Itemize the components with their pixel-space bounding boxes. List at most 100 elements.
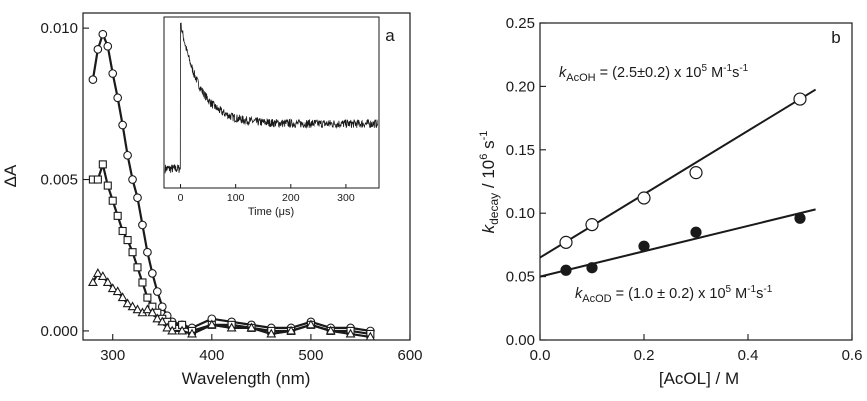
data-point-square <box>113 211 122 220</box>
panel-a-plot-frame <box>82 12 411 341</box>
inset-frame <box>163 16 380 189</box>
data-point-triangle <box>122 298 133 308</box>
panel-b-x-tick-label: 0.6 <box>842 347 863 364</box>
panel-b-label: b <box>831 28 840 47</box>
data-point-triangle <box>117 292 128 302</box>
panel-b-x-axis-title: [AcOL] / M <box>659 369 739 388</box>
panel-a-inset: 0 100 200 300 Time (μs) <box>163 16 380 218</box>
data-point-open-circle <box>585 218 599 232</box>
data-point-triangle <box>187 328 197 338</box>
data-point-triangle <box>286 325 297 335</box>
panel-a-label: a <box>385 26 395 45</box>
data-point-triangle <box>97 271 108 280</box>
data-point-triangle <box>226 322 237 332</box>
data-point-triangle <box>365 331 376 341</box>
panel-b-y-tick-label: 0.20 <box>506 78 535 95</box>
data-point-triangle <box>112 286 123 296</box>
fit-line-acoh <box>539 88 817 259</box>
panel-a-y-tick-label: 0.010 <box>40 20 78 37</box>
panel-a-series <box>87 29 376 341</box>
panel-b-y-ticks: 0.00 0.05 0.10 0.15 0.20 0.25 <box>506 15 546 349</box>
data-point-circle <box>128 175 137 184</box>
data-point-filled-circle <box>586 262 598 274</box>
data-point-filled-circle <box>690 226 702 238</box>
panel-a-y-ticks: 0.000 0.005 0.010 <box>40 20 89 340</box>
data-point-triangle <box>157 316 168 326</box>
data-point-circle <box>148 269 157 278</box>
panel-b-x-tick-label: 0.4 <box>738 347 759 364</box>
panel-b-y-tick-label: 0.05 <box>506 269 535 286</box>
data-point-square <box>103 181 112 190</box>
data-point-open-circle <box>793 92 807 106</box>
data-point-square <box>128 248 137 257</box>
panel-b-y-tick-label: 0.00 <box>506 332 535 349</box>
data-point-triangle <box>152 313 163 323</box>
data-point-circle <box>103 41 113 51</box>
data-point-open-circle <box>559 235 573 249</box>
data-point-triangle <box>127 301 138 311</box>
data-point-triangle <box>266 328 277 338</box>
data-point-triangle <box>132 304 143 314</box>
data-point-triangle <box>162 322 173 332</box>
data-point-triangle <box>325 325 336 335</box>
data-point-circle <box>88 75 98 84</box>
inset-x-tick-label: 200 <box>282 192 300 204</box>
fit-line-acod <box>539 208 816 278</box>
panel-a-x-tick-label: 600 <box>397 347 422 364</box>
data-point-triangle <box>92 268 103 277</box>
data-point-circle <box>93 44 103 54</box>
data-point-filled-circle <box>560 264 572 276</box>
panel-a-x-ticks: 300 400 500 600 <box>100 334 423 364</box>
series-triangle <box>87 268 376 341</box>
panel-b-y-tick-label: 0.25 <box>506 15 535 32</box>
data-point-square <box>108 196 117 205</box>
data-point-square <box>123 236 132 245</box>
data-point-square <box>98 160 107 169</box>
data-point-circle <box>133 193 142 203</box>
data-point-triangle <box>142 304 153 314</box>
panel-b-series <box>559 92 807 276</box>
panel-b-y-axis-title: kdecay / 106 s-1 <box>478 131 501 234</box>
panel-b-x-tick-label: 0.2 <box>634 347 655 364</box>
panel-a-y-tick-label: 0.000 <box>40 323 78 340</box>
inset-x-axis-title: Time (μs) <box>248 206 294 218</box>
panel-b-y-tick-label: 0.15 <box>506 142 535 159</box>
inset-x-tick-label: 300 <box>337 192 355 204</box>
data-point-square <box>118 226 127 236</box>
panel-a: 300 400 500 600 0.000 0.005 0.010 a Wavelengt… <box>1 12 423 388</box>
data-point-square <box>138 278 147 287</box>
panel-a-x-tick-label: 400 <box>199 347 224 364</box>
panel-b-x-tick-label: 0.0 <box>530 347 551 364</box>
panel-a-x-tick-label: 300 <box>100 347 125 364</box>
data-point-open-circle <box>689 166 703 180</box>
data-point-triangle <box>206 319 217 329</box>
inset-decay-trace <box>164 22 378 174</box>
data-point-triangle <box>177 325 188 335</box>
series-line-circle <box>91 33 371 333</box>
data-point-triangle <box>305 319 316 329</box>
data-point-circle <box>157 302 167 312</box>
data-point-filled-circle <box>638 240 650 252</box>
inset-x-ticks: 0 100 200 300 <box>178 184 355 204</box>
inset-x-tick-label: 100 <box>227 192 245 204</box>
panel-a-x-tick-label: 500 <box>298 347 323 364</box>
data-point-triangle <box>167 325 178 335</box>
data-point-circle <box>98 29 108 39</box>
panel-b: 0.0 0.2 0.4 0.6 0.000.050.100.150.200.25 b … <box>478 15 862 388</box>
panel-b-y-tick-label: 0.10 <box>506 205 535 222</box>
panel-a-y-axis-title: ΔA <box>1 164 20 187</box>
annotation-k-acoh: kAcOH = (2.5±0.2) x 105 M-1s-1 <box>559 63 749 84</box>
data-point-circle <box>152 287 162 296</box>
data-point-triangle <box>147 307 158 317</box>
panel-b-x-ticks: 0.0 0.2 0.4 0.6 <box>530 334 863 364</box>
inset-x-tick-label: 0 <box>178 192 184 204</box>
data-point-open-circle <box>637 191 651 205</box>
data-point-filled-circle <box>794 212 806 224</box>
data-point-square <box>133 263 142 272</box>
data-point-circle <box>113 93 123 103</box>
data-point-triangle <box>102 277 113 287</box>
data-point-square <box>93 175 102 184</box>
panel-a-x-axis-title: Wavelength (nm) <box>182 369 311 388</box>
annotation-k-acod: kAcOD = (1.0 ± 0.2) x 105 M-1s-1 <box>575 284 773 305</box>
